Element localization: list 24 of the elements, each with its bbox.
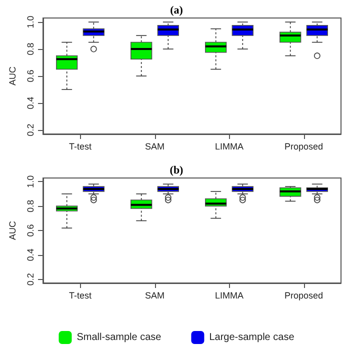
y-tick-label: 0.6 <box>26 224 36 237</box>
chart-title: (a) <box>170 4 184 16</box>
x-tick-label: LIMMA <box>214 290 244 300</box>
x-tick-label: T-test <box>68 142 92 152</box>
y-tick-label: 0.2 <box>26 273 36 286</box>
x-tick-label: Proposed <box>284 142 324 152</box>
y-axis-title: AUC <box>8 220 18 240</box>
x-tick-label: Proposed <box>284 290 324 300</box>
y-tick-label: 1.0 <box>26 16 36 28</box>
x-tick-label: SAM <box>144 142 165 152</box>
x-tick-label: SAM <box>144 290 165 300</box>
x-tick-label: T-test <box>68 290 92 300</box>
x-tick-label: LIMMA <box>214 142 244 152</box>
chart-title: (b) <box>170 164 184 176</box>
y-tick-label: 0.8 <box>26 42 36 56</box>
y-tick-label: 0.4 <box>26 96 36 110</box>
y-tick-label: 0.2 <box>26 124 36 136</box>
y-tick-label: 0.4 <box>26 248 36 262</box>
y-axis-title: AUC <box>8 66 18 86</box>
y-tick-label: 0.8 <box>26 200 36 212</box>
y-tick-label: 0.6 <box>26 70 36 82</box>
y-tick-label: 1.0 <box>26 175 36 188</box>
legend-label: Small-sample case <box>76 332 162 343</box>
legend-label: Large-sample case <box>209 332 295 343</box>
